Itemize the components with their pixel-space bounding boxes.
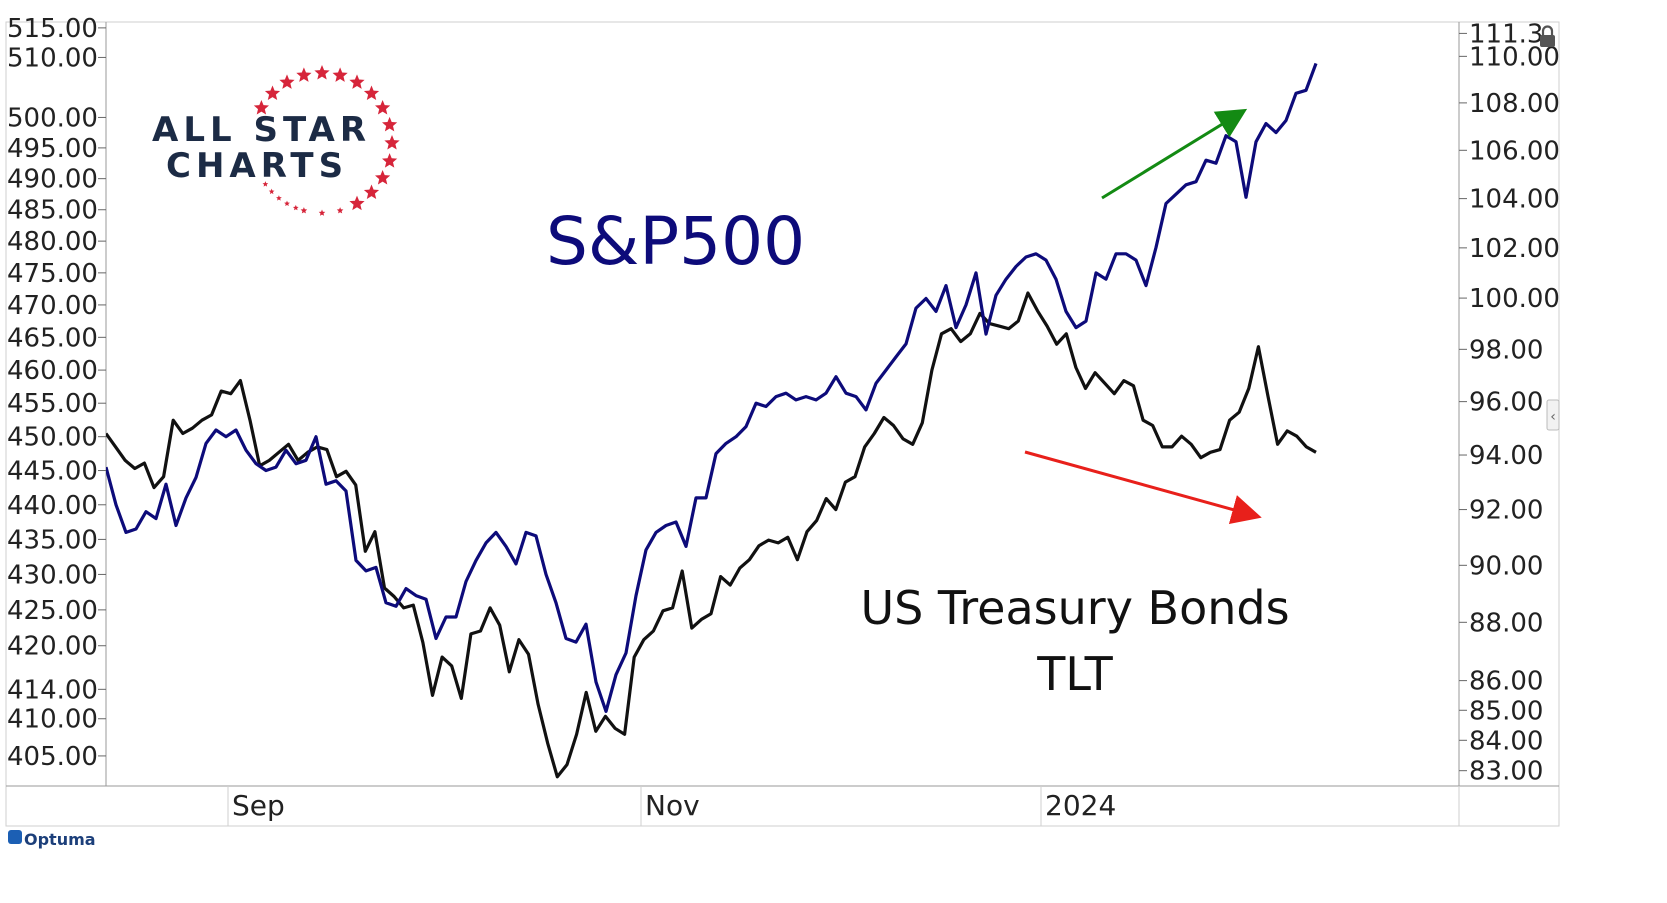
left-tick-label: 510.00 [7,43,98,73]
left-tick-label: 485.00 [7,196,98,226]
tlt-annotation: TLT [1036,647,1113,701]
right-tick-label: 104.00 [1469,185,1560,215]
logo-star-icon [253,100,269,115]
logo-text-line2: CHARTS [166,146,348,186]
right-tick-label: 90.00 [1469,551,1543,581]
left-tick-label: 425.00 [7,596,98,626]
logo-star-icon [268,188,275,195]
right-tick-label: 86.00 [1469,667,1543,697]
right-tick-label: 88.00 [1469,608,1543,638]
optuma-text: Optuma [24,830,96,849]
left-tick-label: 515.00 [7,14,98,44]
logo-star-icon [384,135,400,150]
logo-star-icon [264,85,281,100]
lock-icon[interactable] [1540,25,1555,48]
all-star-charts-logo: ALL STAR CHARTS [152,65,400,216]
logo-star-icon [349,195,365,211]
logo-star-icon [382,153,398,168]
logo-text-line1: ALL STAR [152,110,371,150]
optuma-logo-icon [8,830,22,844]
left-tick-label: 414.00 [7,675,98,705]
logo-star-icon [279,74,295,89]
logo-star-icon [262,181,269,187]
left-tick-label: 420.00 [7,632,98,662]
left-tick-label: 500.00 [7,103,98,133]
left-tick-label: 450.00 [7,423,98,453]
right-tick-label: 85.00 [1469,696,1543,726]
logo-star-icon [363,85,380,100]
x-tick-label: 2024 [1045,789,1116,822]
left-tick-label: 435.00 [7,525,98,555]
logo-stars [253,65,400,216]
left-tick-label: 440.00 [7,491,98,521]
sp500-annotation: S&P500 [546,203,805,280]
optuma-watermark: Optuma [8,830,96,849]
axis-scroll-handle[interactable]: ‹ [1546,399,1560,431]
logo-star-icon [382,116,398,132]
logo-star-icon [314,65,330,80]
left-tick-label: 460.00 [7,356,98,386]
left-tick-label: 445.00 [7,457,98,487]
logo-star-icon [276,195,282,201]
right-tick-label: 83.00 [1469,757,1543,787]
logo-star-icon [363,184,380,199]
right-tick-label: 84.00 [1469,726,1543,756]
sp500-line [106,291,1317,779]
left-tick-label: 495.00 [7,134,98,164]
left-tick-label: 465.00 [7,323,98,353]
green-uptrend-arrow [1101,108,1248,200]
right-tick-label: 92.00 [1469,496,1543,526]
spy-line [106,62,1318,713]
left-tick-label: 455.00 [7,389,98,419]
left-tick-label: 410.00 [7,705,98,735]
logo-star-icon [375,170,391,185]
treasury-annotation: US Treasury Bonds [860,581,1289,635]
red-downtrend-arrow [1024,450,1262,525]
logo-star-icon [375,100,391,115]
left-tick-label: 470.00 [7,291,98,321]
right-tick-label: 111.3 [1469,19,1543,49]
logo-star-icon [300,207,308,214]
left-tick-label: 475.00 [7,259,98,289]
x-tick-label: Sep [232,789,285,822]
x-tick-label: Nov [645,789,700,822]
logo-star-icon [296,67,312,82]
right-tick-label: 102.00 [1469,234,1560,264]
logo-star-icon [332,67,348,82]
left-tick-label: 490.00 [7,165,98,195]
logo-star-icon [349,74,365,89]
left-tick-label: 480.00 [7,227,98,257]
left-tick-label: 405.00 [7,742,98,772]
logo-star-icon [336,207,344,214]
right-tick-label: 96.00 [1469,388,1543,418]
logo-star-icon [292,204,299,211]
logo-star-icon [318,209,326,216]
left-tick-label: 430.00 [7,560,98,590]
x-axis-ticks: Sep Nov 2024 [227,786,1460,826]
right-tick-label: 94.00 [1469,441,1543,471]
right-tick-label: 98.00 [1469,335,1543,365]
right-tick-label: 110.00 [1469,42,1560,72]
right-tick-label: 106.00 [1469,136,1560,166]
logo-star-icon [284,200,290,206]
right-tick-label: 108.00 [1469,89,1560,119]
right-tick-label: 100.00 [1469,284,1560,314]
svg-text:‹: ‹ [1550,409,1556,425]
